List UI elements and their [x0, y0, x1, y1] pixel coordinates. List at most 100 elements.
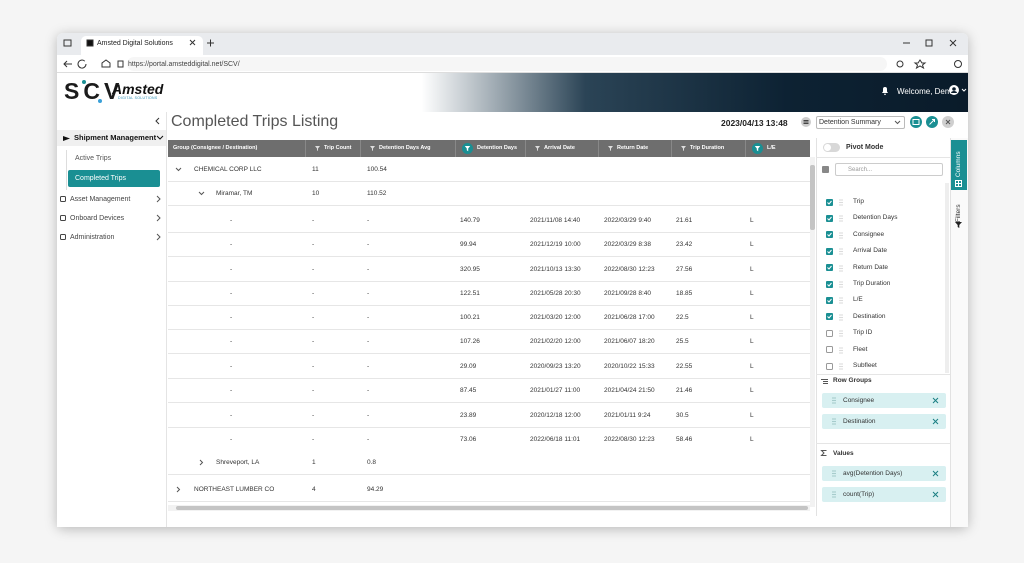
- drag-handle[interactable]: [839, 363, 843, 370]
- column-checkbox[interactable]: [826, 346, 833, 354]
- drag-handle[interactable]: [839, 330, 843, 337]
- export-icon[interactable]: [910, 116, 922, 128]
- drag-handle[interactable]: [839, 248, 843, 255]
- table-cell: 25.5: [676, 338, 689, 345]
- menu-icon[interactable]: [801, 117, 811, 127]
- column-filter-active-icon[interactable]: [752, 143, 763, 154]
- horizontal-scroll-thumb[interactable]: [176, 506, 808, 510]
- table-cell: 29.09: [460, 363, 477, 370]
- column-header[interactable]: Detention Days Avg: [379, 145, 431, 151]
- table-header: [168, 140, 810, 157]
- column-option[interactable]: Trip ID: [853, 329, 873, 337]
- column-header[interactable]: Arrival Date: [544, 145, 575, 151]
- column-option[interactable]: Consignee: [853, 230, 885, 238]
- chip-remove-icon[interactable]: [932, 397, 939, 404]
- chip-remove-icon[interactable]: [932, 491, 939, 498]
- drag-handle[interactable]: [839, 264, 843, 272]
- sidebar-item[interactable]: Asset Management: [70, 196, 131, 203]
- drag-handle[interactable]: [839, 215, 843, 222]
- table-cell: L: [750, 412, 754, 419]
- drag-handle[interactable]: [839, 346, 843, 354]
- sidebar-item[interactable]: Onboard Devices: [70, 215, 125, 222]
- column-option[interactable]: Subfleet: [853, 362, 877, 369]
- column-filter-icon[interactable]: [370, 146, 375, 151]
- sidebar-item[interactable]: Administration: [70, 234, 115, 241]
- view-select[interactable]: [816, 116, 905, 129]
- column-filter-active-icon[interactable]: [462, 143, 473, 154]
- expand-row-icon[interactable]: [199, 459, 204, 466]
- column-checkbox-checked[interactable]: [826, 231, 833, 239]
- drop-chip[interactable]: [822, 414, 946, 429]
- collapse-row-icon[interactable]: [175, 167, 182, 172]
- drag-handle[interactable]: [839, 199, 843, 206]
- sidebar-subitem[interactable]: Active Trips: [75, 155, 112, 162]
- sidebar-chevron[interactable]: [156, 195, 161, 203]
- column-header[interactable]: Trip Duration: [690, 145, 725, 151]
- column-search[interactable]: [835, 163, 943, 176]
- tool-panel: [816, 138, 950, 516]
- chip-remove-icon[interactable]: [932, 470, 939, 477]
- column-option[interactable]: Destination: [853, 312, 886, 320]
- column-option[interactable]: Fleet: [853, 345, 868, 353]
- column-option[interactable]: Detention Days: [853, 214, 898, 222]
- user-menu-icon[interactable]: [949, 85, 969, 96]
- sidebar-subitem[interactable]: Completed Trips: [75, 175, 126, 182]
- column-header[interactable]: Group (Consignee / Destination): [173, 145, 258, 151]
- column-filter-icon[interactable]: [315, 146, 320, 151]
- table-cell: 22.55: [676, 363, 693, 370]
- drag-handle[interactable]: [839, 281, 843, 288]
- column-header[interactable]: Return Date: [617, 145, 649, 151]
- column-checkbox-checked[interactable]: [826, 247, 833, 255]
- table-row[interactable]: [168, 158, 810, 182]
- select-all-checkbox[interactable]: [822, 166, 829, 173]
- column-option[interactable]: Trip: [853, 198, 864, 205]
- vertical-scroll-thumb[interactable]: [810, 165, 815, 230]
- column-filter-icon[interactable]: [535, 146, 540, 151]
- column-checkbox-checked[interactable]: [826, 198, 833, 206]
- column-option[interactable]: Trip Duration: [853, 280, 891, 287]
- drop-chip[interactable]: [822, 393, 946, 408]
- drag-handle[interactable]: [839, 314, 843, 321]
- url-text[interactable]: https://portal.amsteddigital.net/SCV/: [128, 61, 240, 68]
- column-filter-icon[interactable]: [681, 146, 686, 151]
- column-checkbox[interactable]: [826, 329, 833, 337]
- side-tab[interactable]: [951, 140, 967, 190]
- active-tab[interactable]: [81, 36, 203, 55]
- column-option[interactable]: Arrival Date: [853, 247, 887, 255]
- expand-icon[interactable]: [926, 116, 938, 128]
- column-header[interactable]: Trip Count: [324, 145, 352, 151]
- table-row[interactable]: [168, 451, 810, 475]
- sidebar-chevron[interactable]: [156, 135, 164, 140]
- collapse-row-icon[interactable]: [198, 191, 205, 196]
- column-checkbox-checked[interactable]: [826, 296, 833, 304]
- column-checkbox-checked[interactable]: [826, 214, 833, 222]
- reset-icon[interactable]: [942, 116, 954, 128]
- group-cell: -: [230, 363, 233, 370]
- drop-chip[interactable]: [822, 466, 946, 481]
- column-filter-icon[interactable]: [608, 146, 613, 151]
- collapse-sidebar-icon[interactable]: [155, 117, 160, 125]
- table-cell: -: [312, 338, 315, 345]
- sidebar-item[interactable]: Shipment Management: [74, 133, 157, 142]
- notification-icon[interactable]: [881, 86, 889, 96]
- drag-handle[interactable]: [839, 232, 843, 239]
- column-header[interactable]: L/E: [767, 145, 776, 151]
- url-field[interactable]: [127, 57, 887, 71]
- column-checkbox-checked[interactable]: [826, 313, 833, 321]
- column-header[interactable]: Detention Days: [477, 145, 518, 151]
- sidebar-chevron[interactable]: [156, 233, 161, 241]
- drop-chip[interactable]: [822, 487, 946, 502]
- chip-remove-icon[interactable]: [932, 418, 939, 425]
- drag-handle[interactable]: [839, 297, 843, 304]
- values-icon: [820, 450, 827, 456]
- column-checkbox-checked[interactable]: [826, 280, 833, 288]
- sidebar-chevron[interactable]: [156, 214, 161, 222]
- column-option[interactable]: L/E: [853, 296, 863, 304]
- table-row[interactable]: [168, 182, 810, 206]
- column-checkbox[interactable]: [826, 362, 833, 370]
- expand-row-icon[interactable]: [176, 486, 181, 493]
- column-option[interactable]: Return Date: [853, 263, 889, 271]
- column-checkbox-checked[interactable]: [826, 264, 833, 272]
- pivot-toggle[interactable]: [823, 143, 840, 152]
- table-row[interactable]: [168, 478, 810, 502]
